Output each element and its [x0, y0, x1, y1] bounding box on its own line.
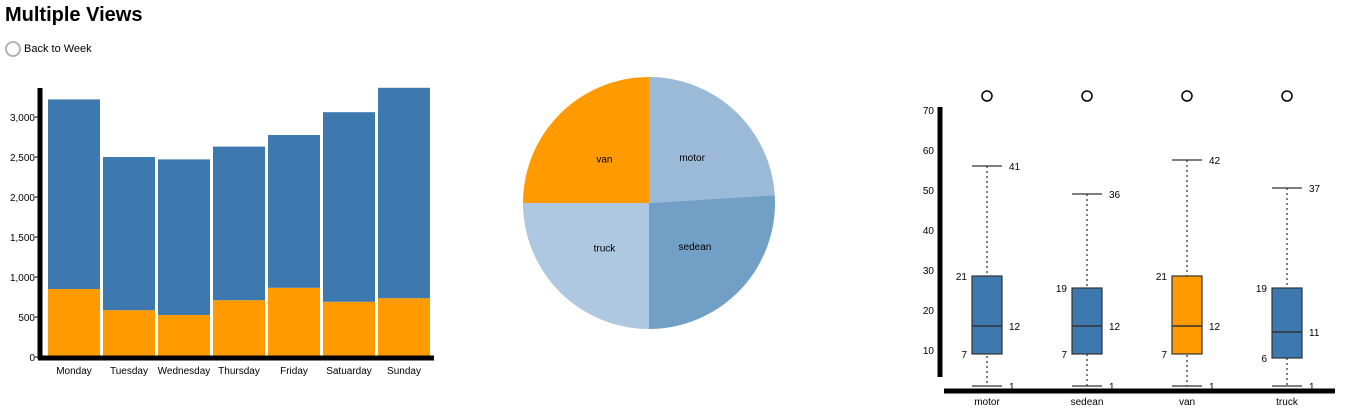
- pie-slice-sedean: [649, 195, 775, 330]
- max-label: 42: [1209, 156, 1221, 167]
- median-label: 12: [1009, 322, 1021, 333]
- median-label: 12: [1109, 322, 1121, 333]
- pie-label-truck: truck: [594, 244, 617, 255]
- x-tick-label: motor: [974, 397, 1000, 408]
- page-title: Multiple Views: [5, 4, 143, 26]
- radio-circle-icon[interactable]: [5, 41, 21, 57]
- bar-segment-orange: [213, 300, 265, 357]
- pie-slice-motor: [649, 77, 775, 203]
- y-tick-label: 10: [923, 346, 935, 357]
- x-tick-label: Monday: [56, 366, 92, 377]
- y-tick-label: 500: [18, 313, 35, 324]
- x-tick-label: Friday: [280, 366, 308, 377]
- min-label: 1: [1009, 382, 1015, 393]
- bar-segment-blue: [213, 146, 265, 301]
- y-tick-label: 3,000: [10, 113, 35, 124]
- median-label: 11: [1309, 328, 1320, 339]
- bar-segment-blue: [268, 135, 320, 288]
- min-label: 1: [1209, 382, 1215, 393]
- y-tick-label: 1,500: [10, 233, 35, 244]
- stacked-bar-chart: 0 500 1,000 1,500 2,000 2,500 3,000 Monday Tuesd…: [10, 87, 434, 377]
- y-tick-label: 0: [29, 353, 35, 364]
- box-truck: [1271, 287, 1303, 359]
- q3-label: 21: [956, 272, 968, 283]
- y-tick-label: 30: [923, 266, 935, 277]
- box-sedean: [1071, 287, 1103, 355]
- box-motor: [971, 275, 1003, 355]
- bar-segment-orange: [268, 287, 320, 357]
- max-label: 36: [1109, 190, 1121, 201]
- bar-segment-orange: [103, 310, 155, 357]
- x-tick-label: truck: [1276, 397, 1299, 408]
- bar-segment-orange: [323, 301, 375, 357]
- q1-label: 7: [1061, 350, 1067, 361]
- y-tick-label: 1,000: [10, 273, 35, 284]
- x-tick-label: Tuesday: [110, 366, 148, 377]
- pie-label-sedean: sedean: [679, 242, 712, 253]
- q3-label: 19: [1056, 284, 1068, 295]
- x-tick-label: van: [1179, 397, 1195, 408]
- y-tick-label: 2,000: [10, 193, 35, 204]
- bar-segment-orange: [158, 315, 210, 357]
- bar-segment-blue: [378, 87, 430, 299]
- pie-label-motor: motor: [679, 153, 705, 164]
- pie-slice-truck: [523, 203, 649, 329]
- x-tick-label: sedean: [1071, 397, 1104, 408]
- x-tick-label: Satuarday: [326, 366, 372, 377]
- y-tick-label: 2,500: [10, 153, 35, 164]
- y-tick-label: 40: [923, 226, 935, 237]
- q1-label: 7: [961, 350, 967, 361]
- min-label: 1: [1109, 382, 1115, 393]
- min-label: 1: [1309, 382, 1315, 393]
- bar-segment-blue: [48, 99, 100, 290]
- y-tick-label: 50: [923, 186, 935, 197]
- bar-segment-blue: [103, 157, 155, 311]
- bar-segment-blue: [158, 159, 210, 315]
- outlier-point: [1181, 90, 1193, 102]
- back-to-week-radio[interactable]: Back to Week: [5, 40, 92, 58]
- box-plot-chart: 10 20 30 40 50 60 70 41 1 12 21 7 motor 36 1 12 19 7 sedea…: [923, 90, 1335, 408]
- x-tick-label: Wednesday: [158, 366, 211, 377]
- y-tick-label: 20: [923, 306, 935, 317]
- bar-segment-orange: [378, 298, 430, 357]
- y-tick-label: 70: [923, 106, 935, 117]
- bar-segment-blue: [323, 112, 375, 302]
- box-van: [1171, 275, 1203, 355]
- y-tick-label: 60: [923, 146, 935, 157]
- q3-label: 19: [1256, 284, 1268, 295]
- q1-label: 6: [1261, 354, 1267, 365]
- pie-label-van: van: [596, 154, 612, 165]
- max-label: 37: [1309, 184, 1321, 195]
- pie-chart: motor sedean truck van: [523, 77, 775, 330]
- outlier-point: [1281, 90, 1293, 102]
- max-label: 41: [1009, 162, 1021, 173]
- median-label: 12: [1209, 322, 1221, 333]
- back-to-week-label: Back to Week: [24, 43, 92, 55]
- outlier-point: [1081, 90, 1093, 102]
- x-tick-label: Sunday: [387, 366, 421, 377]
- bar-segment-orange: [48, 289, 100, 357]
- q3-label: 21: [1156, 272, 1168, 283]
- x-tick-label: Thursday: [218, 366, 260, 377]
- pie-slice-van: [523, 77, 649, 203]
- outlier-point: [981, 90, 993, 102]
- q1-label: 7: [1161, 350, 1167, 361]
